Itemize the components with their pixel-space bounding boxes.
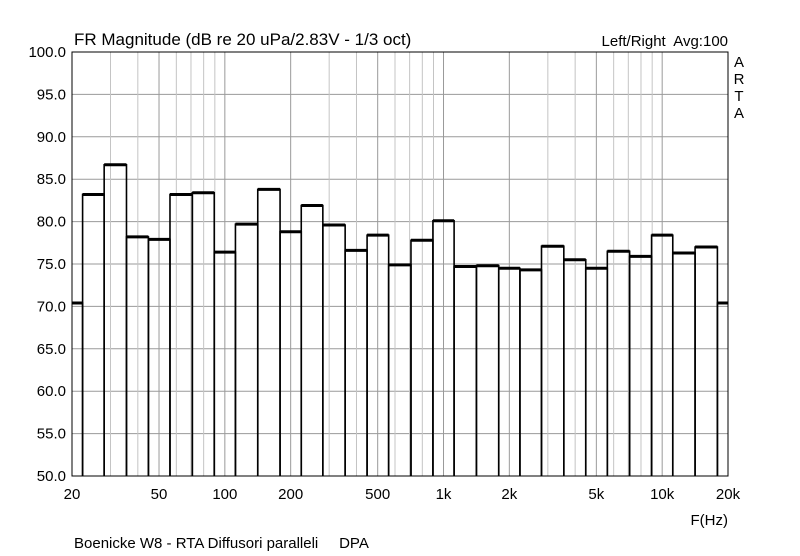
y-tick-label: 50.0 <box>37 468 66 485</box>
bar <box>519 269 543 476</box>
y-tick-label: 60.0 <box>37 383 66 400</box>
y-axis-ticks: 100.0 95.0 90.0 85.0 80.0 75.0 70.0 65.0 60.0 55.… <box>28 44 66 485</box>
x-tick-label: 2k <box>501 486 517 503</box>
x-axis-ticks: 20 50 100 200 500 1k 2k 5k 10k 20k <box>64 486 741 503</box>
y-tick-label: 85.0 <box>37 171 66 188</box>
bar <box>387 264 412 476</box>
bar <box>72 302 84 476</box>
bar <box>300 204 324 476</box>
bar <box>671 252 696 476</box>
x-axis-label: F(Hz) <box>691 512 729 529</box>
bar <box>606 250 631 476</box>
x-tick-label: 200 <box>278 486 303 503</box>
y-tick-label: 75.0 <box>37 256 66 273</box>
x-tick-label: 500 <box>365 486 390 503</box>
bar <box>475 264 500 476</box>
chart-title: FR Magnitude (dB re 20 uPa/2.83V - 1/3 o… <box>74 30 411 49</box>
x-tick-label: 20k <box>716 486 741 503</box>
x-tick-label: 20 <box>64 486 81 503</box>
bar <box>256 188 281 476</box>
bar <box>234 223 259 476</box>
x-tick-label: 100 <box>212 486 237 503</box>
side-label-letter: T <box>734 88 743 105</box>
bar <box>103 163 128 476</box>
footer-caption: Boenicke W8 - RTA Diffusori paralleli DP… <box>74 535 369 552</box>
bar <box>694 246 719 476</box>
y-tick-label: 90.0 <box>37 129 66 146</box>
bar-series <box>72 163 728 476</box>
legend-info: Left/Right Avg:100 <box>602 33 728 50</box>
y-tick-label: 100.0 <box>28 44 66 61</box>
x-tick-label: 5k <box>588 486 604 503</box>
x-tick-label: 1k <box>436 486 452 503</box>
bar <box>322 224 346 476</box>
y-tick-label: 55.0 <box>37 426 66 443</box>
x-tick-label: 10k <box>650 486 675 503</box>
plot-frame <box>71 51 729 477</box>
bar <box>716 302 728 476</box>
y-tick-label: 65.0 <box>37 341 66 358</box>
bar <box>453 265 478 476</box>
y-tick-label: 95.0 <box>37 86 66 103</box>
side-label-letter: A <box>734 54 744 71</box>
x-tick-label: 50 <box>151 486 168 503</box>
bar <box>540 245 565 476</box>
y-tick-label: 70.0 <box>37 298 66 315</box>
side-label-letter: R <box>734 71 745 88</box>
side-label-letter: A <box>734 105 744 122</box>
y-tick-label: 80.0 <box>37 214 66 231</box>
